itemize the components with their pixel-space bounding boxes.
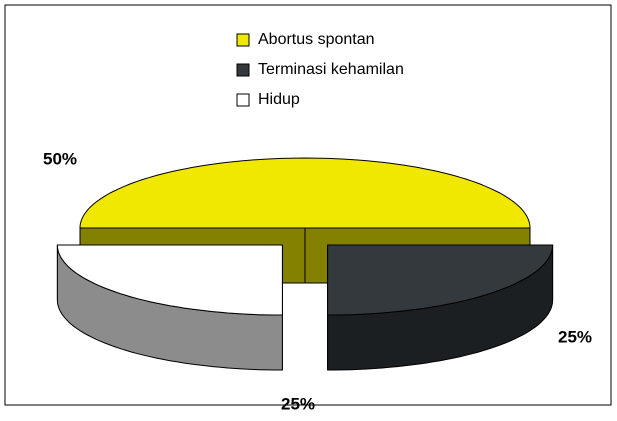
data-label: 25% [558, 327, 592, 346]
legend-label: Abortus spontan [258, 31, 375, 48]
slice [327, 244, 554, 316]
legend-label: Hidup [258, 91, 300, 108]
slice [56, 244, 283, 316]
legend-label: Terminasi kehamilan [258, 61, 404, 78]
legend-swatch [236, 93, 250, 107]
slice [79, 157, 531, 229]
legend-swatch [236, 33, 250, 47]
data-label: 50% [43, 149, 77, 168]
data-label: 25% [281, 394, 315, 413]
legend-swatch [236, 63, 250, 77]
